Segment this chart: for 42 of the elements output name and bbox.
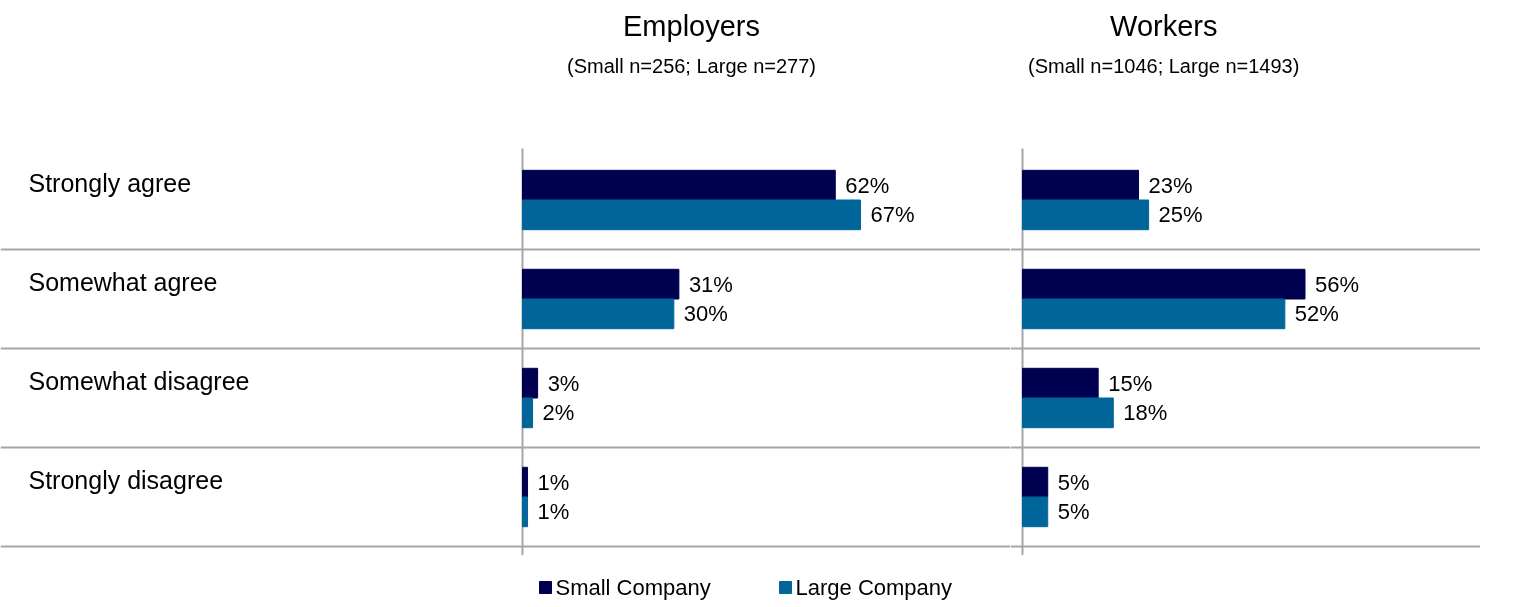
data-label: 15% (1108, 370, 1153, 396)
bar (522, 199, 861, 231)
y-tick-label: Somewhat agree (28, 268, 218, 297)
bar (1022, 169, 1140, 201)
data-label: 5% (1057, 469, 1090, 495)
bar (1022, 367, 1099, 399)
y-tick-label: Somewhat disagree (28, 367, 250, 396)
bar (522, 496, 529, 528)
bar (1022, 397, 1114, 429)
data-label: 3% (547, 370, 580, 396)
data-label: 52% (1294, 301, 1339, 327)
data-label: 31% (688, 271, 733, 297)
data-label: 67% (870, 202, 915, 228)
chart-subtitle: (Small n=256; Large n=277) (566, 54, 817, 77)
bar (1022, 199, 1150, 231)
bar (1022, 298, 1286, 330)
y-tick-label: Strongly disagree (28, 466, 224, 495)
data-label: 1% (537, 499, 570, 525)
data-label: 23% (1148, 172, 1193, 198)
data-label: 18% (1123, 400, 1168, 426)
data-label: 2% (542, 400, 575, 426)
bar (522, 268, 680, 300)
chart-subtitle: (Small n=1046; Large n=1493) (1028, 54, 1300, 77)
data-label: 25% (1158, 202, 1203, 228)
bar (522, 367, 539, 399)
bar (1022, 466, 1049, 498)
data-label: 56% (1315, 271, 1360, 297)
bar (1022, 496, 1049, 528)
data-label: 62% (845, 172, 890, 198)
bar (522, 298, 675, 330)
bar (522, 169, 836, 201)
legend-label: Large Company (795, 575, 953, 600)
bar (522, 466, 529, 498)
y-tick-label: Strongly agree (28, 169, 192, 198)
chart-title: Employers (623, 9, 761, 42)
data-label: 30% (683, 301, 728, 327)
chart-title: Workers (1110, 9, 1218, 42)
bar (522, 397, 534, 429)
bar (1022, 268, 1306, 300)
data-label: 5% (1057, 499, 1090, 525)
legend-label: Small Company (555, 575, 711, 600)
data-label: 1% (537, 469, 570, 495)
